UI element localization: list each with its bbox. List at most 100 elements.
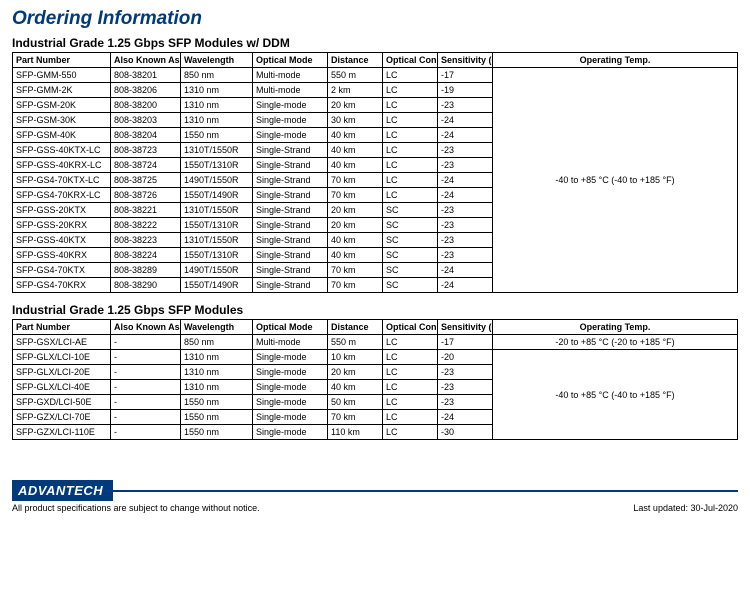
table-row: SFP-GLX/LCI-10E-1310 nmSingle-mode10 kmL… [13,350,738,365]
cell-part: SFP-GLX/LCI-20E [13,365,111,380]
cell-dist: 20 km [328,365,383,380]
cell-wl: 1310 nm [181,113,253,128]
cell-part: SFP-GMM-2K [13,83,111,98]
cell-part: SFP-GSS-20KRX [13,218,111,233]
cell-aka: 808-38204 [111,128,181,143]
cell-part: SFP-GSS-20KTX [13,203,111,218]
cell-sens: -30 [438,425,493,440]
cell-mode: Single-mode [253,365,328,380]
cell-conn: LC [383,188,438,203]
cell-conn: SC [383,263,438,278]
th-conn: Optical Connector [383,53,438,68]
table-row: SFP-GSX/LCI-AE-850 nmMulti-mode550 mLC-1… [13,335,738,350]
cell-conn: SC [383,218,438,233]
cell-sens: -24 [438,278,493,293]
cell-aka: 808-38726 [111,188,181,203]
cell-conn: LC [383,410,438,425]
cell-mode: Single-mode [253,395,328,410]
table1-header-row: Part Number Also Known As Wavelength Opt… [13,53,738,68]
cell-dist: 70 km [328,410,383,425]
cell-wl: 1310T/1550R [181,203,253,218]
cell-wl: 1490T/1550R [181,263,253,278]
cell-aka: 808-38290 [111,278,181,293]
cell-part: SFP-GS4-70KRX [13,278,111,293]
cell-mode: Single-Strand [253,188,328,203]
cell-dist: 40 km [328,248,383,263]
table2: Part Number Also Known As Wavelength Opt… [12,319,738,440]
cell-wl: 850 nm [181,335,253,350]
cell-mode: Single-Strand [253,233,328,248]
cell-temp-merged: -40 to +85 °C (-40 to +185 °F) [493,68,738,293]
cell-mode: Multi-mode [253,83,328,98]
cell-aka: 808-38725 [111,173,181,188]
cell-part: SFP-GZX/LCI-70E [13,410,111,425]
cell-part: SFP-GS4-70KTX [13,263,111,278]
cell-dist: 40 km [328,233,383,248]
table2-title: Industrial Grade 1.25 Gbps SFP Modules [12,303,738,317]
cell-aka: 808-38206 [111,83,181,98]
cell-part: SFP-GS4-70KTX-LC [13,173,111,188]
cell-sens: -23 [438,158,493,173]
cell-part: SFP-GSM-40K [13,128,111,143]
cell-part: SFP-GZX/LCI-110E [13,425,111,440]
th-aka: Also Known As [111,53,181,68]
cell-dist: 550 m [328,68,383,83]
th-sens: Sensitivity (dB) [438,53,493,68]
cell-wl: 1490T/1550R [181,173,253,188]
cell-aka: 808-38289 [111,263,181,278]
cell-sens: -23 [438,203,493,218]
cell-wl: 1550 nm [181,425,253,440]
cell-part: SFP-GSS-40KRX [13,248,111,263]
cell-mode: Single-mode [253,113,328,128]
cell-aka: - [111,410,181,425]
cell-sens: -24 [438,128,493,143]
cell-conn: LC [383,425,438,440]
cell-sens: -23 [438,98,493,113]
th-mode: Optical Mode [253,320,328,335]
cell-conn: LC [383,113,438,128]
cell-sens: -23 [438,248,493,263]
cell-part: SFP-GXD/LCI-50E [13,395,111,410]
cell-conn: SC [383,278,438,293]
table-row: SFP-GMM-550808-38201850 nmMulti-mode550 … [13,68,738,83]
cell-wl: 850 nm [181,68,253,83]
cell-conn: LC [383,365,438,380]
th-temp: Operating Temp. [493,320,738,335]
cell-dist: 2 km [328,83,383,98]
cell-mode: Single-Strand [253,218,328,233]
cell-aka: 808-38200 [111,98,181,113]
cell-sens: -23 [438,143,493,158]
cell-sens: -24 [438,263,493,278]
cell-mode: Single-Strand [253,158,328,173]
cell-part: SFP-GLX/LCI-40E [13,380,111,395]
th-dist: Distance [328,320,383,335]
cell-dist: 40 km [328,128,383,143]
cell-conn: LC [383,128,438,143]
cell-sens: -20 [438,350,493,365]
cell-wl: 1310 nm [181,365,253,380]
cell-mode: Single-mode [253,380,328,395]
brand-logo: ADVANTECH [12,480,113,501]
cell-aka: - [111,350,181,365]
cell-dist: 110 km [328,425,383,440]
cell-conn: LC [383,380,438,395]
cell-mode: Multi-mode [253,335,328,350]
cell-dist: 30 km [328,113,383,128]
cell-aka: - [111,395,181,410]
cell-wl: 1550T/1310R [181,158,253,173]
cell-dist: 550 m [328,335,383,350]
cell-temp-merged: -40 to +85 °C (-40 to +185 °F) [493,350,738,440]
cell-conn: LC [383,98,438,113]
table1-title: Industrial Grade 1.25 Gbps SFP Modules w… [12,36,738,50]
cell-sens: -24 [438,410,493,425]
table2-header-row: Part Number Also Known As Wavelength Opt… [13,320,738,335]
cell-wl: 1310T/1550R [181,143,253,158]
cell-wl: 1550T/1490R [181,278,253,293]
cell-dist: 70 km [328,263,383,278]
cell-mode: Single-Strand [253,263,328,278]
cell-wl: 1550T/1310R [181,248,253,263]
footer-updated: Last updated: 30-Jul-2020 [633,503,738,513]
cell-conn: SC [383,203,438,218]
cell-dist: 70 km [328,188,383,203]
cell-conn: SC [383,233,438,248]
